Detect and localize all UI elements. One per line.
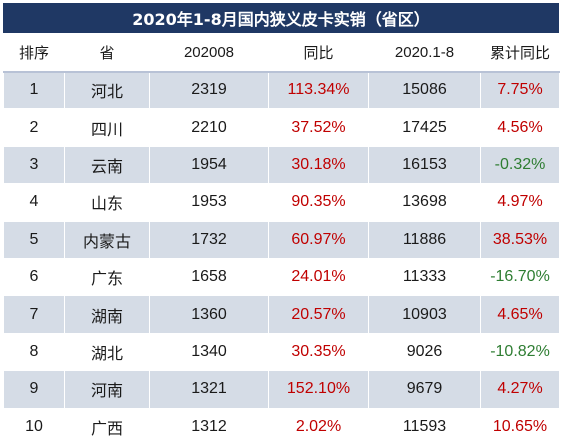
cell-ytd-yoy: -16.70% [480, 257, 560, 297]
cell-province: 内蒙古 [64, 220, 150, 259]
cell-province: 河南 [64, 370, 150, 409]
cell-rank: 7 [3, 295, 65, 334]
cell-ytd-sales: 9026 [368, 332, 481, 372]
table-title: 2020年1-8月国内狭义皮卡实销（省区） [3, 3, 559, 33]
cell-aug-sales: 1340 [149, 332, 269, 372]
cell-ytd-sales: 9679 [368, 370, 481, 409]
cell-aug-yoy: 152.10% [268, 370, 369, 409]
cell-province: 山东 [64, 183, 150, 222]
cell-ytd-yoy: 38.53% [480, 220, 560, 259]
cell-province: 广西 [64, 407, 150, 446]
cell-ytd-sales: 15086 [368, 70, 481, 110]
table-body: 1 河北 2319 113.34% 15086 7.75% 2 四川 2210 37.52% 174… [3, 70, 560, 446]
table-row: 1 河北 2319 113.34% 15086 7.75% [3, 70, 560, 110]
cell-rank: 9 [3, 370, 65, 409]
cell-aug-sales: 1321 [149, 370, 269, 409]
cell-rank: 8 [3, 332, 65, 372]
cell-aug-sales: 2210 [149, 108, 269, 147]
cell-aug-yoy: 37.52% [268, 108, 369, 147]
header-ytd-sales: 2020.1-8 [368, 33, 481, 73]
cell-ytd-sales: 11333 [368, 257, 481, 297]
cell-aug-yoy: 90.35% [268, 183, 369, 222]
table-row: 9 河南 1321 152.10% 9679 4.27% [3, 370, 560, 409]
cell-ytd-yoy: -0.32% [480, 145, 560, 185]
cell-ytd-sales: 17425 [368, 108, 481, 147]
cell-ytd-yoy: 4.65% [480, 295, 560, 334]
cell-aug-sales: 1658 [149, 257, 269, 297]
header-aug-yoy: 同比 [268, 33, 369, 73]
table-row: 10 广西 1312 2.02% 11593 10.65% [3, 407, 560, 446]
cell-province: 河北 [64, 70, 150, 110]
cell-ytd-yoy: 7.75% [480, 70, 560, 110]
cell-aug-yoy: 24.01% [268, 257, 369, 297]
cell-aug-sales: 1732 [149, 220, 269, 259]
table-row: 5 内蒙古 1732 60.97% 11886 38.53% [3, 220, 560, 259]
cell-province: 湖南 [64, 295, 150, 334]
cell-ytd-yoy: 4.27% [480, 370, 560, 409]
cell-rank: 2 [3, 108, 65, 147]
cell-aug-sales: 1953 [149, 183, 269, 222]
table-row: 2 四川 2210 37.52% 17425 4.56% [3, 108, 560, 147]
cell-province: 广东 [64, 257, 150, 297]
cell-ytd-yoy: 10.65% [480, 407, 560, 446]
cell-ytd-yoy: 4.56% [480, 108, 560, 147]
cell-province: 云南 [64, 145, 150, 185]
cell-aug-yoy: 60.97% [268, 220, 369, 259]
header-province: 省 [64, 33, 150, 73]
table-row: 3 云南 1954 30.18% 16153 -0.32% [3, 145, 560, 185]
cell-rank: 4 [3, 183, 65, 222]
header-row: 排序 省 202008 同比 2020.1-8 累计同比 [3, 33, 560, 73]
table-row: 4 山东 1953 90.35% 13698 4.97% [3, 183, 560, 222]
cell-rank: 5 [3, 220, 65, 259]
table-row: 6 广东 1658 24.01% 11333 -16.70% [3, 257, 560, 297]
cell-aug-yoy: 30.35% [268, 332, 369, 372]
cell-aug-sales: 1954 [149, 145, 269, 185]
cell-ytd-sales: 11593 [368, 407, 481, 446]
table-row: 7 湖南 1360 20.57% 10903 4.65% [3, 295, 560, 334]
header-aug-sales: 202008 [149, 33, 269, 73]
cell-ytd-yoy: -10.82% [480, 332, 560, 372]
cell-aug-sales: 1312 [149, 407, 269, 446]
cell-rank: 1 [3, 70, 65, 110]
cell-province: 四川 [64, 108, 150, 147]
cell-aug-yoy: 2.02% [268, 407, 369, 446]
cell-province: 湖北 [64, 332, 150, 372]
cell-ytd-yoy: 4.97% [480, 183, 560, 222]
cell-ytd-sales: 11886 [368, 220, 481, 259]
header-ytd-yoy: 累计同比 [480, 33, 560, 73]
cell-aug-yoy: 30.18% [268, 145, 369, 185]
cell-aug-sales: 1360 [149, 295, 269, 334]
cell-ytd-sales: 16153 [368, 145, 481, 185]
cell-ytd-sales: 13698 [368, 183, 481, 222]
table-row: 8 湖北 1340 30.35% 9026 -10.82% [3, 332, 560, 372]
cell-aug-sales: 2319 [149, 70, 269, 110]
cell-rank: 6 [3, 257, 65, 297]
cell-ytd-sales: 10903 [368, 295, 481, 334]
cell-aug-yoy: 20.57% [268, 295, 369, 334]
cell-aug-yoy: 113.34% [268, 70, 369, 110]
header-rank: 排序 [3, 33, 65, 73]
sales-table: 排序 省 202008 同比 2020.1-8 累计同比 1 河北 2319 113.… [3, 33, 560, 446]
cell-rank: 10 [3, 407, 65, 446]
cell-rank: 3 [3, 145, 65, 185]
